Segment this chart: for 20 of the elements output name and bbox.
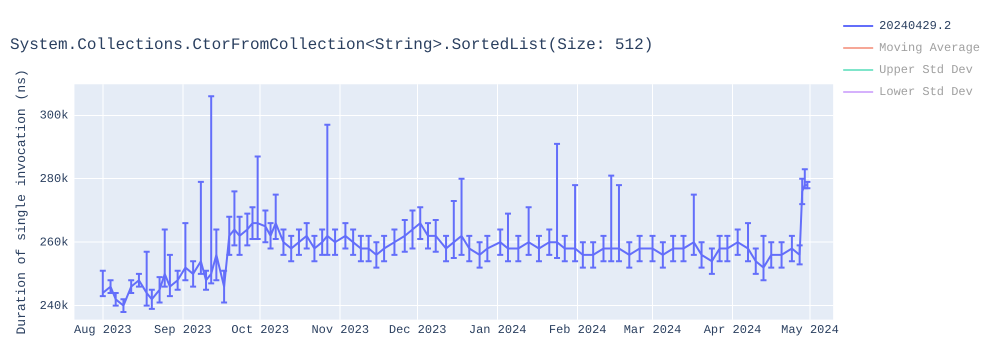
chart-title: System.Collections.CtorFromCollection<String>.SortedList(Size: 512) xyxy=(10,36,654,54)
x-tick-label: Mar 2024 xyxy=(624,322,682,337)
x-tick-label: Jan 2024 xyxy=(468,322,526,337)
x-tick-label: Nov 2023 xyxy=(311,322,370,337)
y-tick-label: 280k xyxy=(40,172,68,186)
legend-label: Moving Average xyxy=(879,41,980,56)
legend-label: Lower Std Dev xyxy=(879,85,973,100)
y-tick-label: 300k xyxy=(40,108,68,122)
y-tick-label: 240k xyxy=(40,298,68,313)
y-axis-title: Duration of single invocation (ns) xyxy=(14,69,30,335)
legend-label: Upper Std Dev xyxy=(879,63,973,78)
x-tick-label: Apr 2024 xyxy=(704,322,762,337)
y-tick-label: 260k xyxy=(40,235,68,250)
x-tick-label: Feb 2024 xyxy=(548,322,606,337)
x-tick-label: Sep 2023 xyxy=(154,322,212,337)
legend-label: 20240429.2 xyxy=(879,19,952,34)
x-tick-label: May 2024 xyxy=(781,322,839,337)
x-tick-label: Oct 2023 xyxy=(231,322,290,337)
x-tick-label: Aug 2023 xyxy=(74,322,132,337)
x-tick-label: Dec 2023 xyxy=(388,322,446,337)
